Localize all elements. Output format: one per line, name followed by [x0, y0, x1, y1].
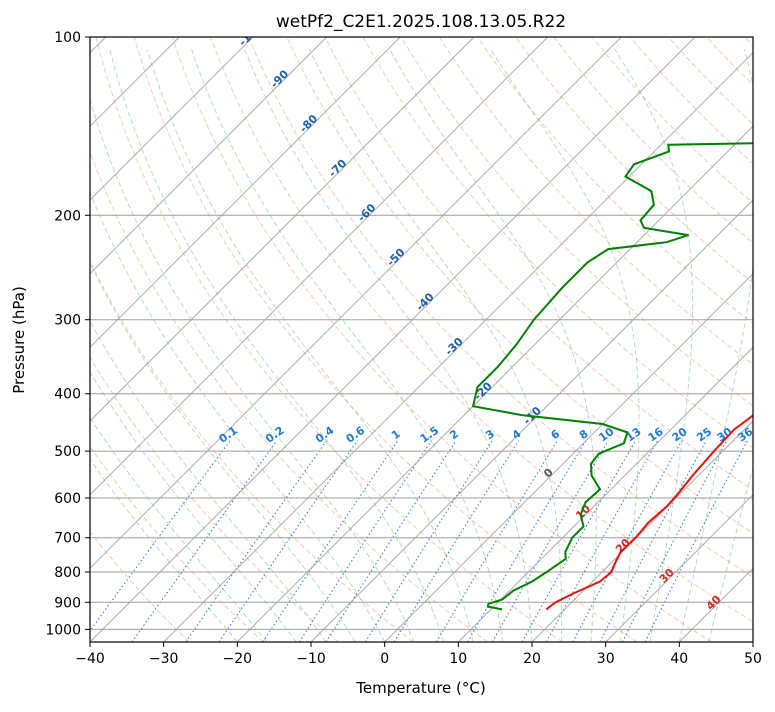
x-tick-label: 40	[670, 651, 688, 667]
x-tick-label: −20	[223, 651, 253, 667]
x-tick-label: 10	[449, 651, 467, 667]
x-tick-label: 0	[380, 651, 389, 667]
x-tick-label: −40	[75, 651, 105, 667]
x-tick-label: 50	[744, 651, 762, 667]
y-tick-label: 800	[54, 565, 81, 581]
y-tick-label: 200	[54, 208, 81, 224]
y-tick-label: 900	[54, 595, 81, 611]
y-tick-label: 100	[54, 30, 81, 46]
x-tick-label: 20	[523, 651, 541, 667]
x-tick-label: −30	[149, 651, 179, 667]
x-tick-label: −10	[296, 651, 326, 667]
chart-title: wetPf2_C2E1.2025.108.13.05.R22	[276, 12, 566, 32]
y-tick-label: 1000	[45, 622, 81, 638]
x-axis-label: Temperature (°C)	[355, 679, 485, 697]
y-tick-label: 700	[54, 531, 81, 547]
y-tick-label: 600	[54, 491, 81, 507]
x-tick-label: 30	[597, 651, 615, 667]
y-tick-label: 300	[54, 313, 81, 329]
y-tick-label: 400	[54, 387, 81, 403]
y-axis-label: Pressure (hPa)	[10, 286, 28, 394]
y-tick-label: 500	[54, 444, 81, 460]
